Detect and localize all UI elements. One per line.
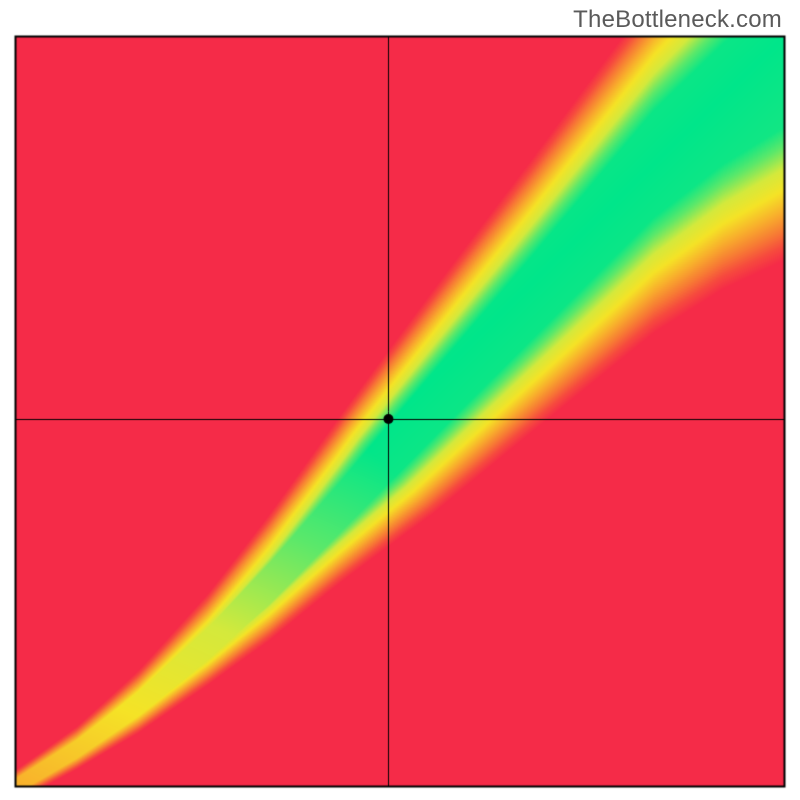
chart-container: TheBottleneck.com — [0, 0, 800, 800]
watermark-text: TheBottleneck.com — [573, 6, 782, 34]
heatmap-canvas — [0, 0, 800, 800]
